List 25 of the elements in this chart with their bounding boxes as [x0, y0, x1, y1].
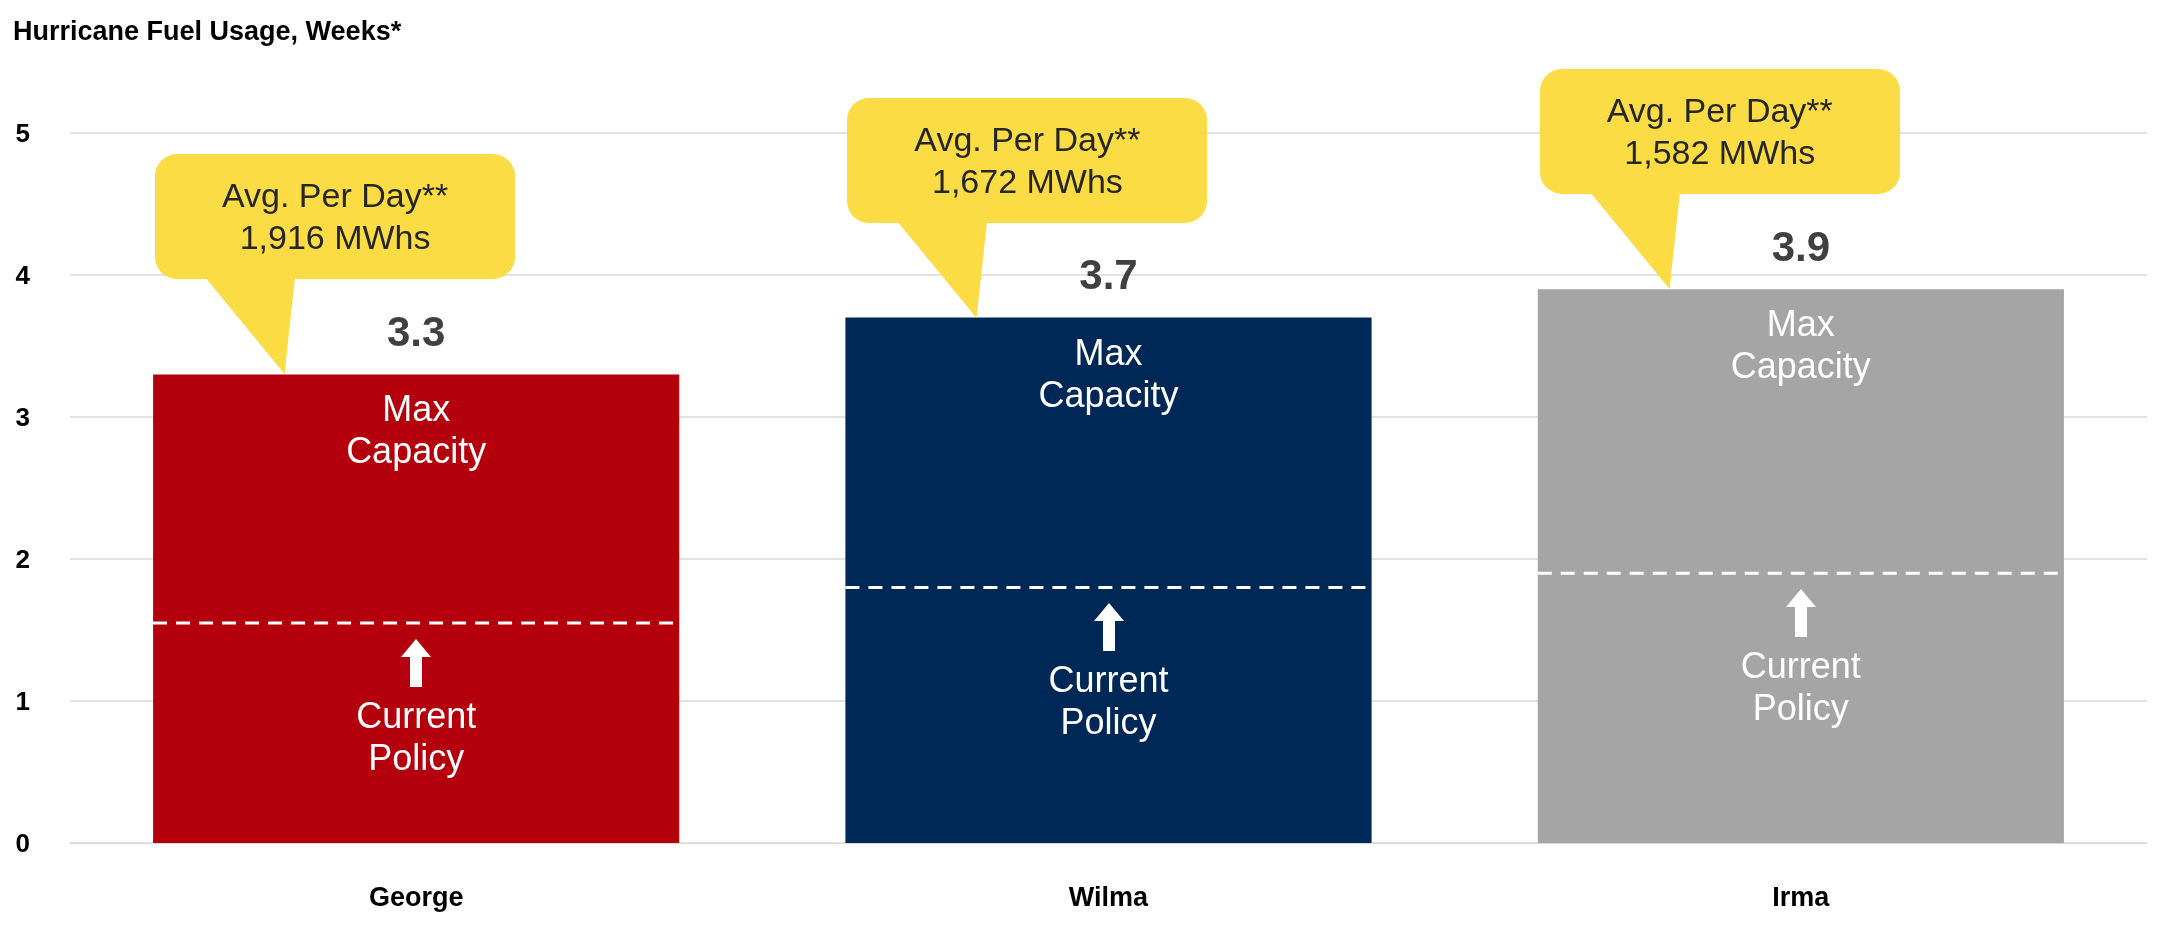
bar: [845, 317, 1372, 843]
annotation: Avg. Per Day** 1,582 MWhs: [1605, 90, 1834, 174]
bar: [1537, 289, 2064, 843]
data-label: 3.9: [1771, 222, 1831, 270]
annotation: Max Capacity: [345, 388, 488, 473]
x-tick-label: Wilma: [1068, 881, 1150, 912]
y-tick-label: 0: [15, 828, 30, 858]
bar: [153, 374, 680, 843]
x-tick-label: Irma: [1772, 881, 1831, 912]
annotation: Current Policy: [1739, 645, 1862, 730]
y-tick-label: 5: [15, 118, 30, 148]
chart-title: Hurricane Fuel Usage, Weeks*: [13, 15, 402, 46]
x-tick-label: George: [368, 881, 464, 912]
y-tick-label: 1: [15, 686, 30, 716]
annotation: Current Policy: [355, 694, 478, 779]
y-tick-label: 2: [15, 544, 30, 574]
annotation: Avg. Per Day** 1,916 MWhs: [221, 175, 450, 259]
data-label: 3.3: [386, 307, 446, 355]
annotation: Avg. Per Day** 1,672 MWhs: [913, 118, 1142, 202]
y-tick-label: 3: [15, 402, 30, 432]
y-tick-label: 4: [15, 260, 31, 290]
annotation: Current Policy: [1047, 659, 1170, 744]
annotation: Max Capacity: [1729, 303, 1872, 388]
annotation: Max Capacity: [1037, 331, 1180, 416]
data-label: 3.7: [1079, 251, 1138, 299]
